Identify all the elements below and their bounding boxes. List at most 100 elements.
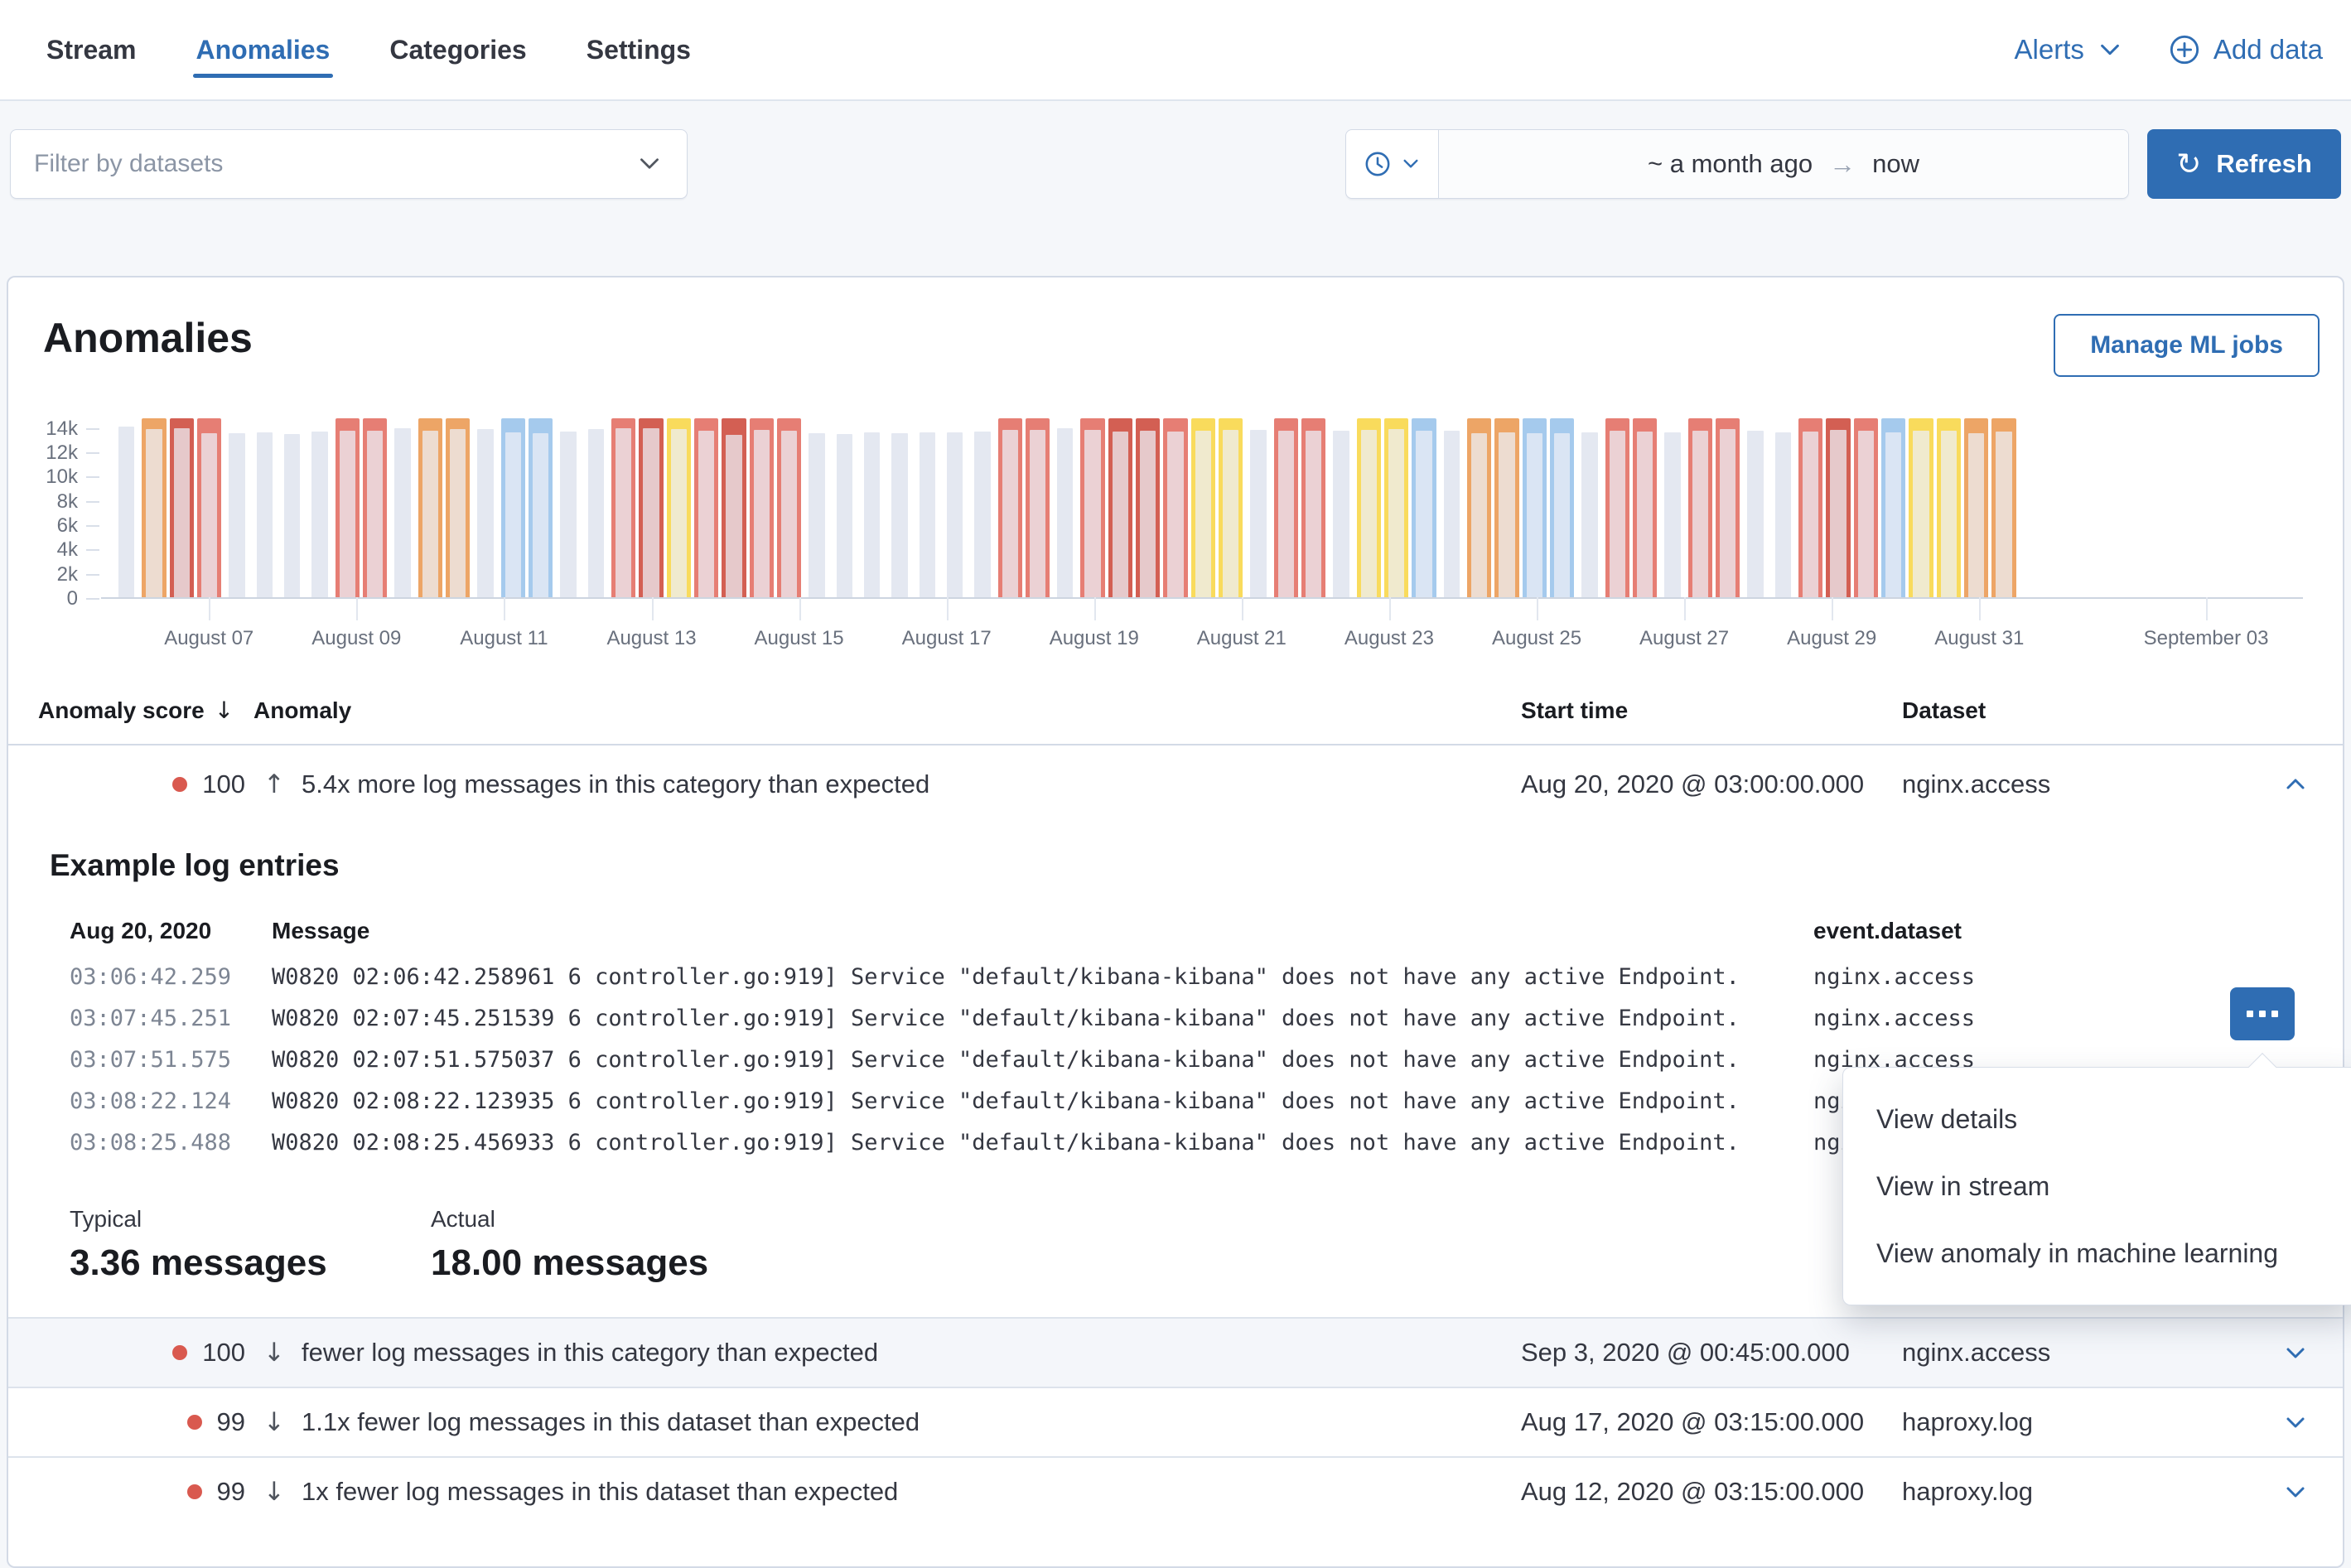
log-rate-bar	[1769, 412, 1797, 597]
y-axis-tick-label: 12k	[46, 441, 78, 464]
start-time-cell: Aug 20, 2020 @ 03:00:00.000	[1521, 770, 1865, 798]
tab-categories[interactable]: Categories	[389, 34, 527, 65]
y-axis-tick-mark	[86, 573, 99, 576]
log-rate-bar	[1438, 412, 1465, 597]
manage-ml-jobs-button[interactable]: Manage ML jobs	[2054, 314, 2320, 377]
x-axis-tick-label: August 25	[1491, 627, 1582, 649]
chart-plot-area: August 07 August 09 August 11 August 13 Augu…	[101, 412, 2303, 649]
log-message: W0820 02:07:45.251539 6 controller.go:91…	[272, 1005, 1740, 1031]
anomaly-score-value: 99	[216, 1477, 245, 1506]
menu-item-view-details[interactable]: View details	[1876, 1104, 2018, 1134]
log-message-column-header: Message	[272, 918, 370, 943]
column-header-anomaly-score[interactable]: Anomaly score ↓	[38, 697, 234, 724]
expanded-row-details: Example log entries Aug 20, 2020 Message…	[8, 823, 2343, 1317]
chevron-down-icon	[1402, 159, 1418, 168]
log-message: W0820 02:08:25.456933 6 controller.go:91…	[272, 1129, 1740, 1155]
x-axis-tick-label: August 19	[1049, 627, 1139, 649]
anomaly-score-value: 100	[202, 1338, 245, 1367]
example-log-entries-title: Example log entries	[50, 848, 340, 882]
dataset-filter-placeholder: Filter by datasets	[34, 150, 224, 177]
anomaly-highlighted-bar	[665, 412, 693, 597]
log-rate-bar	[886, 412, 913, 597]
log-date-column-header: Aug 20, 2020	[70, 918, 212, 943]
anomaly-table-row[interactable]: 99 ↓ 1.1x fewer log messages in this dat…	[8, 1387, 2343, 1456]
anomaly-highlighted-bar	[693, 412, 720, 597]
time-range-end[interactable]: now	[1872, 149, 1919, 178]
column-header-start-time: Start time	[1521, 697, 1629, 723]
chevron-up-icon	[2286, 779, 2305, 789]
clock-icon	[1365, 152, 1389, 176]
refresh-button[interactable]: ↻ Refresh	[2147, 129, 2341, 199]
alerts-menu-button[interactable]: Alerts	[2015, 34, 2122, 65]
log-entry-row: 03:06:42.259 W0820 02:06:42.258961 6 con…	[50, 956, 2343, 997]
x-axis-tick-mark	[651, 597, 654, 620]
anomaly-highlighted-bar	[1962, 412, 1990, 597]
log-entry-context-menu: View details View in stream View anomaly…	[1842, 1053, 2351, 1305]
add-data-button[interactable]: Add data	[2169, 34, 2323, 65]
log-entry-row: 03:08:25.488 W0820 02:08:25.456933 6 con…	[50, 1122, 2343, 1163]
anomaly-table-row[interactable]: 100 ↓ fewer log messages in this categor…	[8, 1317, 2343, 1387]
anomaly-highlighted-bar	[140, 412, 167, 597]
tab-stream[interactable]: Stream	[46, 34, 137, 65]
y-axis-tick-label: 10k	[46, 466, 78, 489]
log-dataset: nginx.access	[1813, 1005, 1976, 1031]
x-axis-tick-label: August 31	[1934, 627, 2025, 649]
log-rate-bar	[831, 412, 858, 597]
anomaly-highlighted-bar	[1079, 412, 1106, 597]
menu-item-view-anomaly-ml[interactable]: View anomaly in machine learning	[1876, 1238, 2279, 1268]
time-range-display[interactable]: ~ a month ago → now	[1439, 130, 2128, 198]
expand-row-button[interactable]	[2267, 1409, 2324, 1435]
anomaly-highlighted-bar	[1300, 412, 1327, 597]
anomaly-highlighted-bar	[417, 412, 444, 597]
quick-select-time-button[interactable]	[1346, 130, 1439, 198]
anomaly-table-row[interactable]: 99 ↓ 1x fewer log messages in this datas…	[8, 1456, 2343, 1526]
anomaly-highlighted-bar	[637, 412, 664, 597]
anomaly-description: 1x fewer log messages in this dataset th…	[301, 1477, 899, 1506]
x-axis-tick-label: August 21	[1196, 627, 1287, 649]
add-data-label: Add data	[2213, 34, 2323, 65]
y-axis-tick-label: 14k	[46, 417, 78, 440]
y-axis-tick-label: 0	[66, 587, 78, 610]
x-axis-tick-mark	[1093, 597, 1096, 620]
arrow-down-icon: ↓	[263, 1407, 285, 1437]
anomaly-highlighted-bar	[1161, 412, 1189, 597]
column-header-expand	[2267, 697, 2324, 724]
time-range-start[interactable]: ~ a month ago	[1648, 149, 1813, 178]
expand-row-button[interactable]	[2267, 1479, 2324, 1505]
tab-settings[interactable]: Settings	[586, 34, 691, 65]
dataset-cell: nginx.access	[1902, 1338, 2051, 1367]
severity-dot-icon	[172, 1345, 188, 1360]
anomaly-highlighted-bar	[1687, 412, 1714, 597]
start-time-cell: Sep 3, 2020 @ 00:45:00.000	[1521, 1338, 1850, 1367]
x-axis-tick-label: August 17	[901, 627, 992, 649]
log-entry-row: 03:07:45.251 W0820 02:07:45.251539 6 con…	[50, 997, 2343, 1039]
anomalies-table-rows: 100 ↓ fewer log messages in this categor…	[8, 1317, 2343, 1526]
collapse-row-button[interactable]	[2267, 771, 2324, 798]
severity-dot-icon	[186, 1484, 202, 1499]
log-rate-anomaly-chart: 0 2k 4k 6k 8k 10k 12k 14k August 07 August 09 Aug…	[8, 412, 2343, 649]
anomaly-highlighted-bar	[720, 412, 747, 597]
anomaly-highlighted-bar	[1383, 412, 1410, 597]
log-rate-bar	[858, 412, 886, 597]
expand-row-button[interactable]	[2267, 1339, 2324, 1366]
anomaly-description-cell: ↓ fewer log messages in this category th…	[253, 1338, 1513, 1368]
log-dataset-column-header: event.dataset	[1813, 918, 1962, 943]
sort-descending-icon: ↓	[214, 697, 234, 724]
anomaly-highlighted-bar	[1190, 412, 1217, 597]
anomaly-highlighted-bar	[1548, 412, 1576, 597]
log-rate-bar	[554, 412, 582, 597]
anomaly-highlighted-bar	[1824, 412, 1851, 597]
chart-x-axis-labels: August 07 August 09 August 11 August 13 Augu…	[101, 597, 2303, 655]
anomaly-highlighted-bar	[500, 412, 527, 597]
log-rate-bar	[941, 412, 968, 597]
anomaly-description-cell: ↓ 1x fewer log messages in this dataset …	[253, 1477, 1513, 1507]
log-rate-bar	[1244, 412, 1272, 597]
log-entry-actions-button[interactable]	[2230, 987, 2295, 1040]
dataset-filter-combobox[interactable]: Filter by datasets	[10, 129, 688, 199]
chart-y-axis: 0 2k 4k 6k 8k 10k 12k 14k	[8, 412, 101, 610]
tab-anomalies[interactable]: Anomalies	[192, 0, 334, 99]
menu-item-view-in-stream[interactable]: View in stream	[1876, 1171, 2050, 1201]
anomaly-highlighted-bar	[775, 412, 803, 597]
anomaly-table-row[interactable]: 100 ↑ 5.4x more log messages in this cat…	[8, 745, 2343, 823]
log-rate-bar	[1051, 412, 1079, 597]
